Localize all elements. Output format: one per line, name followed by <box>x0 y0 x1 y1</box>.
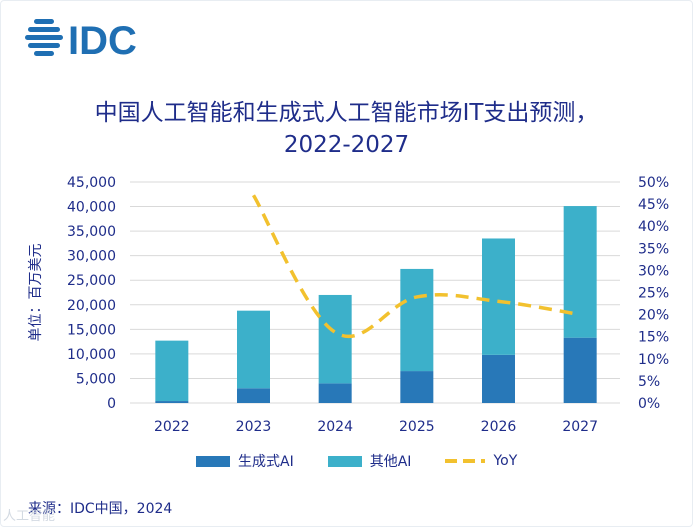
y-tick-label: 35,000 <box>67 224 116 240</box>
legend-item-otherai: 其他AI <box>327 451 412 471</box>
y2-tick-label: 35% <box>638 241 669 257</box>
legend-label-otherai: 其他AI <box>369 454 412 470</box>
y-tick-label: 0 <box>107 396 116 412</box>
bar-otherai <box>318 294 352 384</box>
bar-otherai <box>155 340 189 402</box>
legend-swatch-otherai <box>327 455 362 467</box>
bar-otherai <box>237 310 270 389</box>
x-tick-label: 2022 <box>154 419 190 435</box>
y2-tick-label: 40% <box>638 219 669 235</box>
chart-title: 中国人工智能和生成式人工智能市场IT支出预测， 2022-2027 <box>0 97 693 161</box>
y-tick-label: 25,000 <box>67 273 116 289</box>
y2-tick-label: 50% <box>638 175 669 191</box>
x-tick-label: 2027 <box>562 419 598 435</box>
legend-item-yoy: YoY <box>445 453 517 469</box>
x-tick-label: 2024 <box>317 419 353 435</box>
legend-label-genai: 生成式AI <box>238 454 294 470</box>
bar-otherai <box>482 238 515 355</box>
x-tick-label: 2025 <box>399 419 435 435</box>
y2-tick-label: 10% <box>638 352 669 368</box>
bar-genai <box>237 388 270 403</box>
source-note: 来源：IDC中国，2024 <box>28 501 173 517</box>
y-tick-label: 45,000 <box>67 175 116 191</box>
y-axis-label: 单位：百万美元 <box>28 244 44 342</box>
legend-swatch-genai <box>196 455 230 467</box>
y2-tick-label: 0% <box>638 396 660 412</box>
title-line-1: 中国人工智能和生成式人工智能市场IT支出预测， <box>94 100 599 126</box>
y-tick-label: 30,000 <box>67 249 116 265</box>
y-tick-label: 20,000 <box>67 298 116 314</box>
y-tick-label: 10,000 <box>67 347 116 363</box>
bar-genai <box>400 371 434 403</box>
bar-otherai <box>400 268 434 372</box>
bar-otherai <box>563 206 597 338</box>
bar-genai <box>482 354 515 403</box>
y-tick-label: 15,000 <box>67 322 116 338</box>
legend-label-yoy: YoY <box>493 453 518 469</box>
bar-genai <box>563 337 597 403</box>
chart-legend: 生成式AI 其他AI YoY <box>196 451 517 471</box>
bar-genai <box>318 383 352 403</box>
watermark: 人工智能 <box>3 509 56 524</box>
y-tick-label: 5,000 <box>76 371 116 387</box>
y2-tick-label: 20% <box>638 308 669 324</box>
x-tick-label: 2026 <box>481 419 517 435</box>
logo-text: IDC <box>68 19 137 62</box>
y-tick-label: 40,000 <box>67 200 116 216</box>
bar-genai <box>155 401 189 403</box>
y2-tick-label: 5% <box>638 374 660 390</box>
legend-item-genai: 生成式AI <box>196 451 294 471</box>
yoy-line <box>251 194 581 339</box>
title-line-2: 2022-2027 <box>283 132 410 158</box>
y2-tick-label: 25% <box>638 286 669 302</box>
y2-tick-label: 15% <box>638 330 669 346</box>
y2-tick-label: 45% <box>638 197 669 213</box>
globe-icon <box>25 19 63 56</box>
idc-logo: IDC <box>24 16 164 62</box>
y2-tick-label: 30% <box>638 263 669 279</box>
x-tick-label: 2023 <box>236 419 272 435</box>
legend-swatch-yoy <box>445 459 486 463</box>
